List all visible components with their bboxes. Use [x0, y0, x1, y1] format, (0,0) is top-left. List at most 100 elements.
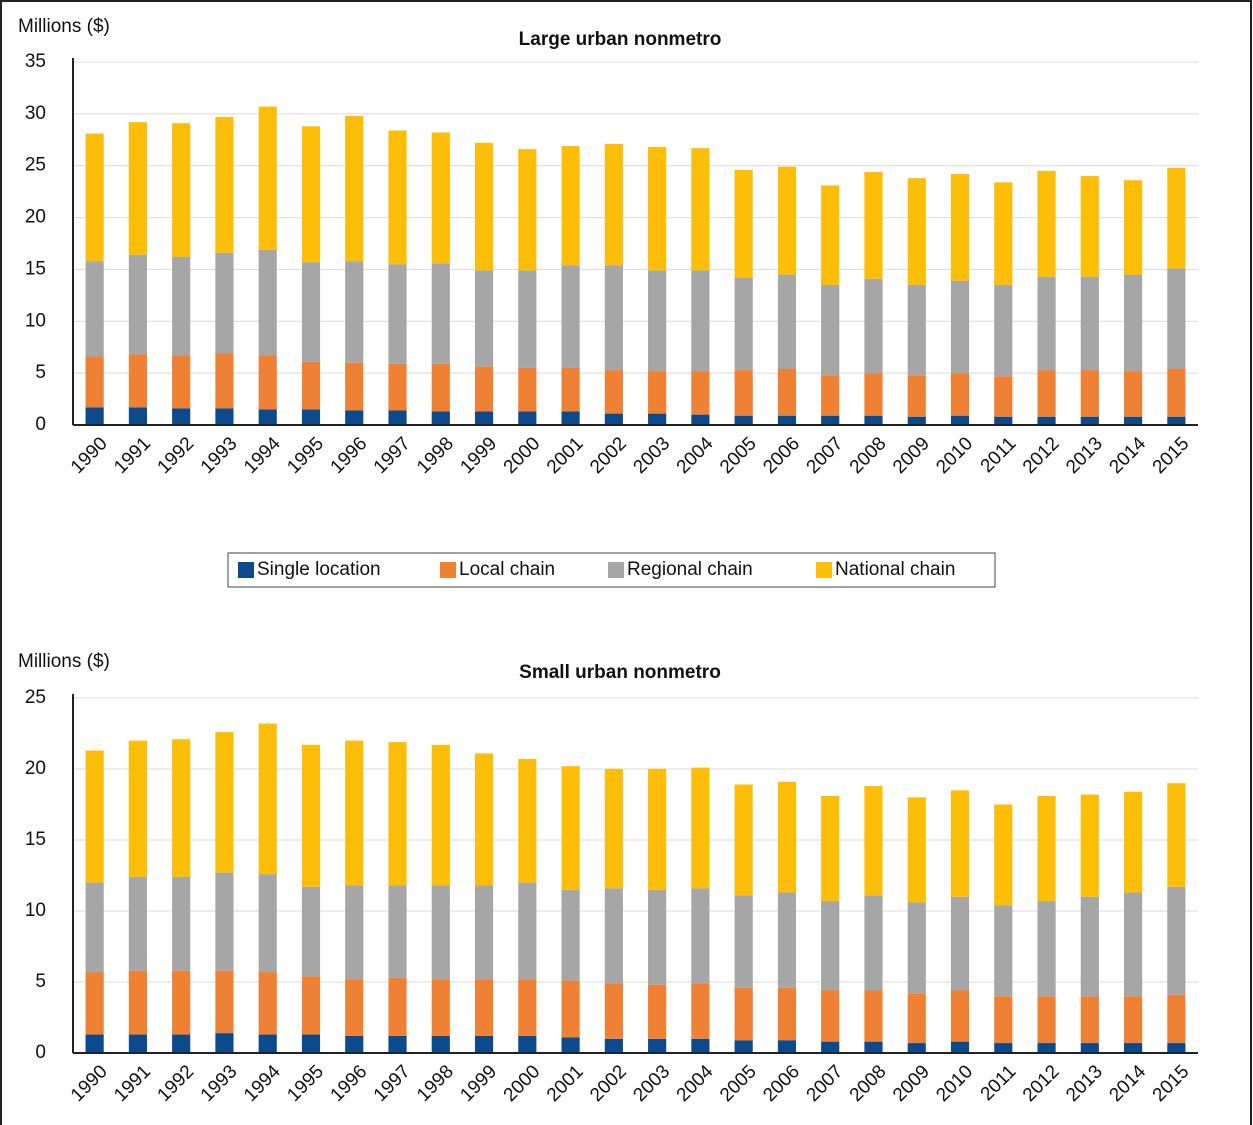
y-tick-label: 10 — [25, 900, 46, 921]
legend-swatch — [440, 562, 456, 578]
x-tick-label: 2004 — [673, 1061, 718, 1106]
bar-segment — [1037, 901, 1056, 997]
bar-segment — [1037, 996, 1056, 1044]
bar-segment — [345, 115, 364, 262]
bar-segment — [561, 766, 580, 890]
bar-segment — [604, 888, 623, 984]
bar-segment — [215, 732, 234, 873]
x-tick-label: 2010 — [932, 433, 977, 478]
bar-segment — [128, 740, 147, 877]
x-tick-label: 2003 — [629, 433, 674, 478]
bar-segment — [431, 979, 450, 1036]
bar-segment — [950, 373, 970, 416]
x-tick-label: 2004 — [673, 433, 718, 478]
bar-segment — [604, 143, 623, 266]
bar-segment — [1167, 368, 1186, 417]
bar-segment — [907, 993, 926, 1044]
bar-segment — [128, 407, 147, 425]
bar-segment — [85, 972, 104, 1035]
bar-segment — [864, 786, 883, 896]
bar-segment — [734, 1040, 753, 1053]
bar-segment — [604, 265, 623, 371]
bar-segment — [950, 1041, 970, 1053]
bar-segment — [734, 370, 753, 416]
bar-segment — [864, 415, 883, 425]
x-tick-label: 2002 — [586, 1061, 631, 1106]
bar-segment — [950, 280, 970, 374]
bar-segment — [821, 284, 840, 376]
x-tick-label: 2001 — [543, 1061, 588, 1106]
bar-segment — [1167, 268, 1186, 369]
legend-label: Single location — [257, 559, 381, 580]
bar-segment — [821, 415, 840, 425]
bar-segment — [431, 363, 450, 412]
x-tick-label: 2012 — [1019, 433, 1064, 478]
bar-segment — [561, 367, 580, 412]
x-tick-label: 2007 — [803, 433, 848, 478]
bar-segment — [258, 723, 277, 875]
bar-segment — [691, 371, 710, 415]
bar-segment — [994, 182, 1013, 285]
bar-segment — [1167, 886, 1186, 995]
bar-segment — [518, 882, 537, 980]
bar-segment — [128, 876, 147, 971]
bar-segment — [1124, 180, 1143, 275]
y-tick-label: 5 — [35, 971, 46, 992]
bar-segment — [431, 263, 450, 364]
bar-segment — [734, 895, 753, 988]
bar-segment — [777, 368, 797, 416]
bar-segment — [1124, 1043, 1143, 1053]
bar-segment — [648, 769, 667, 890]
bar-segment — [215, 970, 234, 1034]
y-tick-label: 5 — [35, 362, 46, 383]
bar-segment — [258, 409, 277, 425]
bar-segment — [345, 261, 364, 363]
bar-segment — [950, 790, 970, 897]
bar-segment — [777, 166, 797, 275]
bar-segment — [648, 371, 667, 414]
bar-segment — [648, 270, 667, 372]
bar-segment — [128, 122, 147, 255]
bar-segment — [301, 262, 321, 362]
bar-segment — [561, 411, 580, 425]
bar-segment — [172, 123, 191, 257]
bar-segment — [1080, 416, 1099, 425]
bar-segment — [431, 885, 450, 980]
x-tick-label: 1995 — [283, 1061, 328, 1106]
x-tick-label: 2006 — [759, 433, 804, 478]
bar-segment — [474, 142, 494, 271]
bar-segment — [518, 411, 537, 425]
bar-segment — [518, 270, 537, 368]
y-tick-label: 15 — [25, 829, 46, 850]
bar-segment — [85, 882, 104, 973]
bar-segment — [821, 185, 840, 285]
x-tick-label: 1999 — [456, 1061, 501, 1106]
bar-segment — [648, 889, 667, 985]
bar-segment — [301, 976, 321, 1035]
bar-segment — [388, 363, 407, 411]
bar-segment — [474, 1035, 494, 1053]
bar-segment — [258, 972, 277, 1035]
bar-segment — [1037, 416, 1056, 425]
y-tick-label: 30 — [25, 103, 46, 124]
y-tick-label: 0 — [35, 414, 46, 435]
bar-segment — [431, 411, 450, 425]
bar-segment — [994, 284, 1013, 377]
bar-segment — [85, 356, 104, 408]
bar-segment — [561, 1037, 580, 1053]
bar-segment — [907, 416, 926, 425]
bar-segment — [994, 376, 1013, 417]
x-tick-label: 2005 — [716, 433, 761, 478]
bar-segment — [777, 987, 797, 1041]
x-tick-label: 2000 — [500, 1061, 545, 1106]
bar-segment — [215, 408, 234, 425]
legend-label: National chain — [835, 559, 955, 580]
bar-segment — [388, 130, 407, 265]
x-tick-label: 2008 — [846, 1061, 891, 1106]
bar-segment — [994, 1043, 1013, 1053]
y-axis-label: Millions ($) — [18, 16, 110, 37]
y-tick-label: 20 — [25, 207, 46, 228]
bar-segment — [561, 146, 580, 266]
bar-segment — [474, 411, 494, 425]
